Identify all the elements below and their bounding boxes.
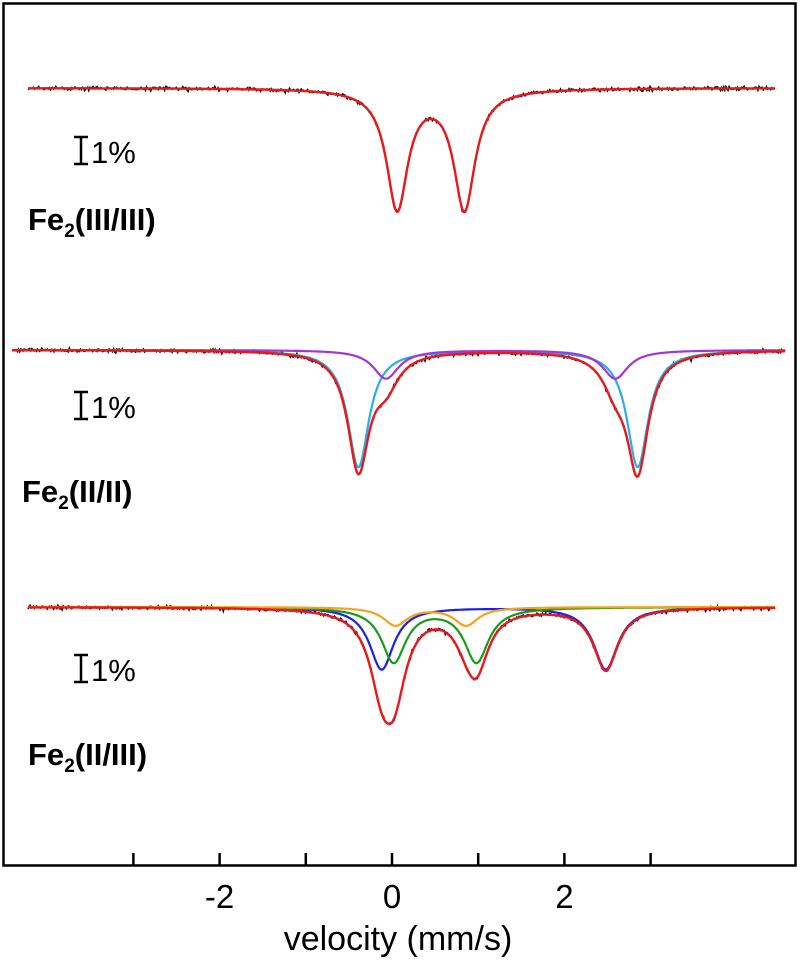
panel-label-fe2-ii-ii: Fe2(II/II) — [22, 474, 132, 514]
panel-label-fe2-iii-iii: Fe2(III/III) — [28, 202, 156, 242]
panel-3-component-2-fit — [28, 606, 775, 665]
panel-3-component-1-fit — [28, 606, 775, 671]
panel-3-total-fit — [28, 606, 775, 726]
plot-frame — [2, 2, 797, 867]
scale-bar-1 — [74, 135, 88, 166]
panel-2-total-fit — [12, 349, 785, 479]
scale-label-1: 1% — [91, 135, 136, 170]
spectra-curves — [11, 84, 786, 726]
panel-1-total-fit — [28, 87, 775, 214]
x-tick-label--2: -2 — [205, 878, 234, 915]
panel-3-labels: 1% Fe2(II/III) — [28, 653, 147, 777]
scale-label-2: 1% — [91, 390, 136, 425]
panel-label-fe2-ii-iii: Fe2(II/III) — [28, 737, 147, 777]
scale-bar-3 — [74, 653, 88, 684]
x-tick-label-2: 2 — [555, 878, 573, 915]
panel-3-component-3-fit — [28, 605, 775, 627]
panel-1-labels: 1% Fe2(III/III) — [28, 135, 156, 242]
x-axis: -2 0 2 — [132, 853, 652, 915]
x-tick-label-0: 0 — [383, 878, 401, 915]
scale-bar-2 — [74, 390, 88, 421]
panel-1-data-trace — [27, 84, 776, 214]
panel-2-component-2-fit — [12, 349, 785, 380]
x-axis-title: velocity (mm/s) — [284, 920, 513, 958]
panel-2-labels: 1% Fe2(II/II) — [22, 390, 136, 514]
scale-label-3: 1% — [91, 653, 136, 688]
